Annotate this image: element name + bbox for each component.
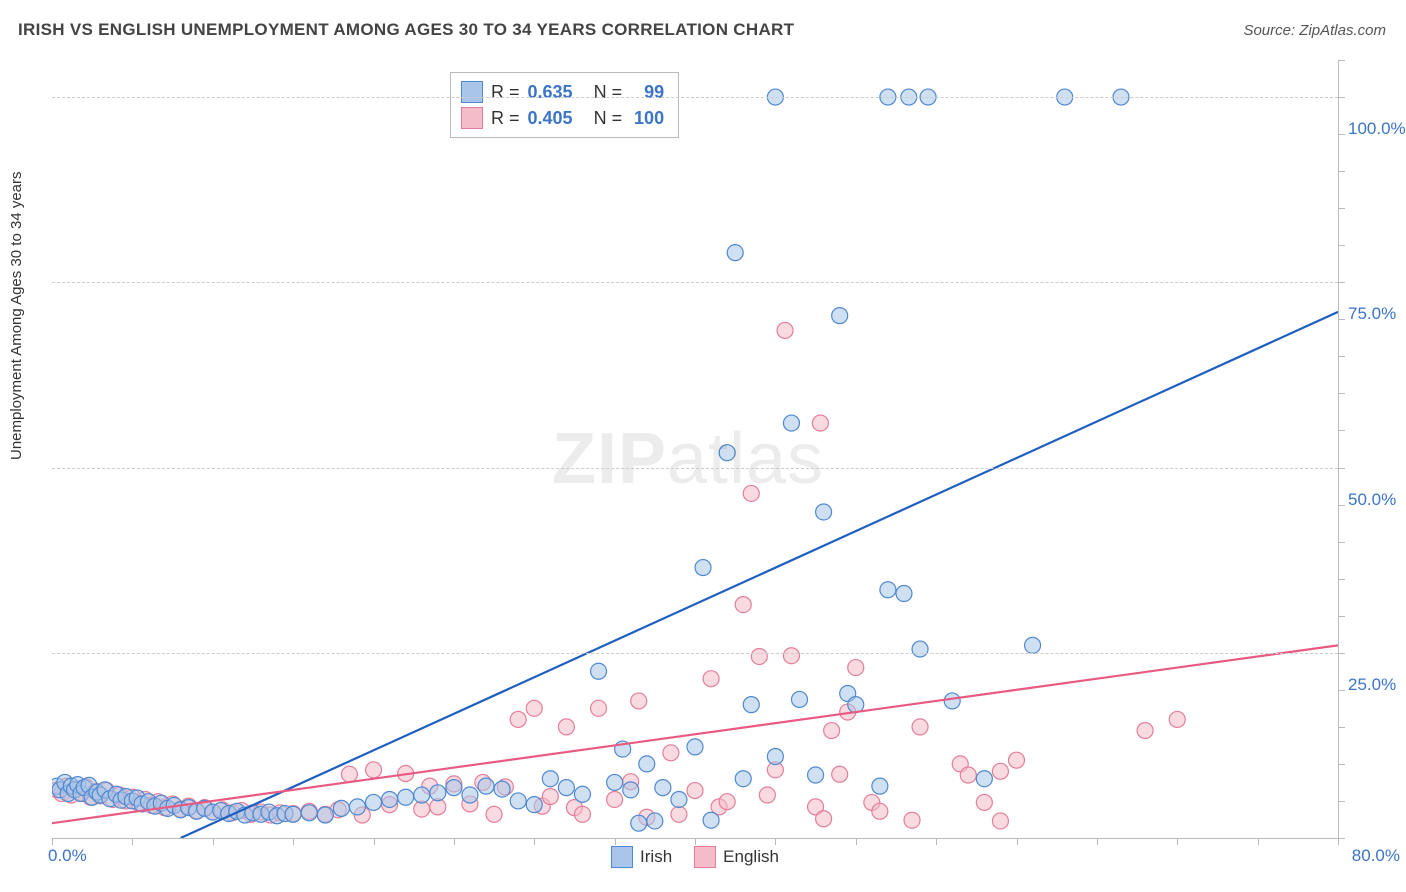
stats-row-english: R = 0.405 N = 100 xyxy=(461,105,664,131)
legend-swatch-irish-icon xyxy=(611,846,633,868)
n-label: N = xyxy=(594,79,623,105)
r-label: R = xyxy=(491,105,520,131)
y-axis-label: Unemployment Among Ages 30 to 34 years xyxy=(8,171,25,460)
r-label: R = xyxy=(491,79,520,105)
stats-row-irish: R = 0.635 N = 99 xyxy=(461,79,664,105)
correlation-stats-box: R = 0.635 N = 99 R = 0.405 N = 100 xyxy=(450,72,679,138)
swatch-english-icon xyxy=(461,107,483,129)
n-value-irish: 99 xyxy=(630,79,664,105)
legend-label-english: English xyxy=(723,847,779,867)
legend-item-irish: Irish xyxy=(611,846,672,868)
y-tick-label: 75.0% xyxy=(1348,304,1406,324)
legend-item-english: English xyxy=(694,846,779,868)
legend: Irish English xyxy=(52,846,1338,868)
y-tick-label: 50.0% xyxy=(1348,490,1406,510)
scatter-svg xyxy=(52,60,1338,838)
chart-title: IRISH VS ENGLISH UNEMPLOYMENT AMONG AGES… xyxy=(18,20,794,40)
r-value-irish: 0.635 xyxy=(528,79,573,105)
n-value-english: 100 xyxy=(630,105,664,131)
n-label: N = xyxy=(594,105,623,131)
legend-label-irish: Irish xyxy=(640,847,672,867)
source-label: Source: ZipAtlas.com xyxy=(1243,22,1386,39)
x-axis-max-label: 80.0% xyxy=(1352,846,1400,866)
r-value-english: 0.405 xyxy=(528,105,573,131)
legend-swatch-english-icon xyxy=(694,846,716,868)
swatch-irish-icon xyxy=(461,81,483,103)
y-tick-label: 100.0% xyxy=(1348,119,1406,139)
y-tick-label: 25.0% xyxy=(1348,675,1406,695)
chart-plot-area: ZIPatlas R = 0.635 N = 99 R = 0.405 N = … xyxy=(52,60,1339,839)
